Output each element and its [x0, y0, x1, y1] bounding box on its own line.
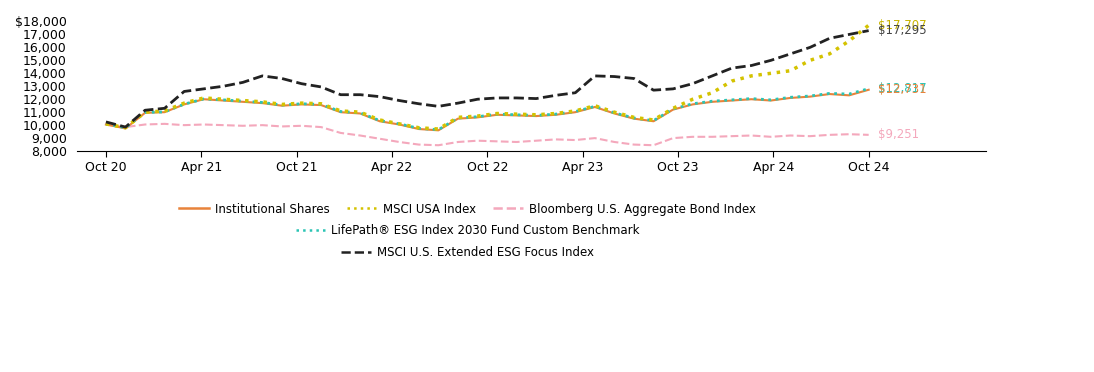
Text: $12,731: $12,731 [878, 83, 927, 96]
Text: $12,817: $12,817 [878, 82, 927, 95]
Text: $17,707: $17,707 [878, 19, 927, 32]
Text: $9,251: $9,251 [878, 128, 920, 141]
Text: $17,295: $17,295 [878, 24, 927, 37]
Legend: MSCI U.S. Extended ESG Focus Index: MSCI U.S. Extended ESG Focus Index [337, 241, 598, 264]
